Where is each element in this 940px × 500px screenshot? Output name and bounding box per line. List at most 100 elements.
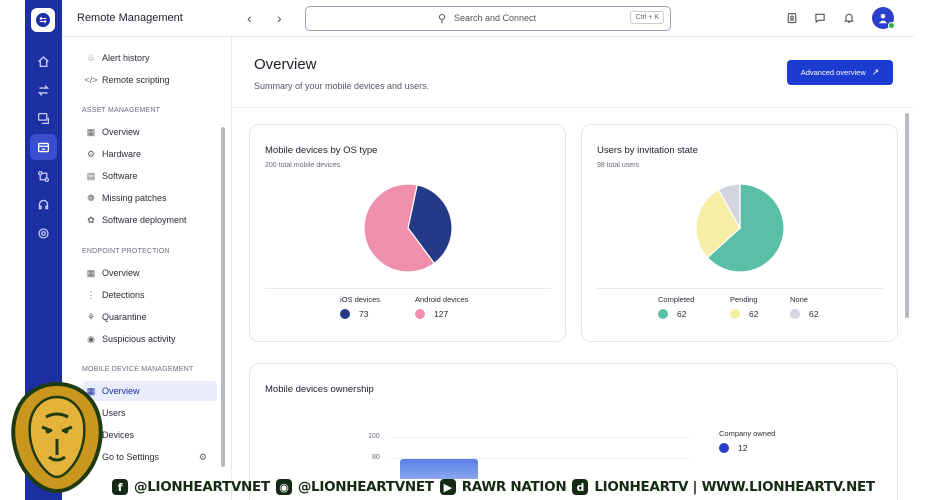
notifications-bell-icon[interactable] bbox=[842, 11, 856, 25]
sidebar-item-label: Remote scripting bbox=[102, 75, 170, 85]
y-tick-label: 100 bbox=[368, 433, 380, 440]
sidebar-item-label: Software bbox=[102, 171, 138, 181]
quarantine-icon: ⚘ bbox=[86, 311, 96, 322]
sidebar-item-label: Alert history bbox=[102, 53, 150, 63]
chat-icon[interactable] bbox=[813, 11, 827, 25]
lion-logo-watermark bbox=[11, 381, 103, 493]
settings-gear-icon: ⚙ bbox=[198, 451, 207, 462]
watermark-handle: LIONHEARTV | WWW.LIONHEARTV.NET bbox=[594, 479, 875, 495]
card-subtitle: 98 total users bbox=[597, 162, 640, 169]
watermark-handles-strip: f @LIONHEARTVNET ◉ @LIONHEARTVNET ▶ RAWR… bbox=[112, 476, 875, 498]
legend-label-company-owned: Company owned bbox=[719, 429, 776, 438]
search-placeholder: Search and Connect bbox=[454, 13, 537, 23]
sidebar-item-label: Missing patches bbox=[102, 193, 167, 203]
legend-value-android: 127 bbox=[434, 309, 449, 319]
pie-slice-pending bbox=[695, 188, 741, 259]
home-icon[interactable] bbox=[30, 48, 57, 74]
legend-dot-company-owned bbox=[719, 443, 729, 453]
facebook-icon: f bbox=[112, 479, 128, 495]
sidebar-item-label: Overview bbox=[102, 268, 140, 278]
legend-value-completed: 62 bbox=[677, 309, 687, 319]
sidebar-item-endpoint-overview[interactable]: ▦ Overview bbox=[82, 263, 217, 283]
pie-slice-android bbox=[363, 183, 436, 273]
activity-icon: ◉ bbox=[87, 333, 95, 344]
code-icon: </> bbox=[84, 75, 98, 85]
legend-none: None 62 bbox=[790, 295, 818, 319]
watermark-handle: @LIONHEARTVNET bbox=[134, 479, 270, 495]
sidebar-item-label: Overview bbox=[102, 127, 140, 137]
transfer-icon[interactable] bbox=[30, 77, 57, 103]
y-tick-label: 80 bbox=[372, 454, 380, 461]
sidebar-item-software-deployment[interactable]: ✿ Software deployment bbox=[82, 210, 217, 230]
sidebar-item-quarantine[interactable]: ⚘ Quarantine bbox=[82, 307, 217, 327]
remote-management-icon[interactable] bbox=[30, 134, 57, 160]
sidebar-item-detections[interactable]: ⋮ Detections bbox=[82, 285, 217, 305]
card-title: Mobile devices by OS type bbox=[265, 145, 378, 156]
section-heading-mobile-device-management: MOBILE DEVICE MANAGEMENT bbox=[82, 366, 194, 373]
sidebar-scrollbar[interactable] bbox=[221, 127, 225, 467]
sidebar-item-label: Overview bbox=[102, 386, 140, 396]
app-title: Remote Management bbox=[77, 12, 183, 24]
legend-label-none: None bbox=[790, 295, 808, 304]
integrations-icon[interactable] bbox=[30, 163, 57, 189]
deploy-icon: ✿ bbox=[87, 214, 95, 225]
teamviewer-logo-icon[interactable] bbox=[31, 8, 55, 32]
contacts-icon[interactable] bbox=[785, 11, 799, 25]
bell-icon: ♧ bbox=[86, 52, 96, 63]
legend-dot-none bbox=[790, 309, 800, 319]
grid-line bbox=[390, 437, 690, 438]
advanced-overview-button[interactable]: Advanced overview ↗ bbox=[787, 60, 893, 85]
pie-slice-completed bbox=[706, 183, 785, 273]
legend-pending: Pending 62 bbox=[730, 295, 758, 319]
online-status-dot bbox=[888, 22, 895, 29]
forward-arrow-icon[interactable]: › bbox=[277, 10, 282, 26]
settings-link-label: Go to Settings bbox=[102, 452, 160, 462]
sidebar-item-label: Hardware bbox=[102, 149, 142, 159]
sidebar-item-label: Suspicious activity bbox=[102, 334, 176, 344]
page-subtitle: Summary of your mobile devices and users… bbox=[254, 81, 430, 91]
grid-icon: ▦ bbox=[86, 385, 96, 396]
sidebar-item-missing-patches[interactable]: ❁ Missing patches bbox=[82, 188, 217, 208]
back-arrow-icon[interactable]: ‹ bbox=[247, 10, 252, 26]
sidebar-item-label: Quarantine bbox=[102, 312, 147, 322]
grid-icon: ▦ bbox=[86, 267, 96, 278]
search-input[interactable]: ⚲ Search and Connect Ctrl + K bbox=[305, 6, 671, 31]
folder-icon: ▤ bbox=[86, 170, 96, 181]
legend-label-android: Android devices bbox=[415, 295, 469, 304]
patch-icon: ❁ bbox=[87, 192, 95, 203]
sidebar-item-asset-overview[interactable]: ▦ Overview bbox=[82, 122, 217, 142]
os-type-pie-chart bbox=[363, 183, 453, 273]
invitation-state-card: Users by invitation state 98 total users… bbox=[581, 124, 898, 342]
search-shortcut-hint: Ctrl + K bbox=[630, 11, 664, 24]
sidebar-item-alert-history[interactable]: ♧ Alert history bbox=[82, 48, 217, 68]
card-title: Users by invitation state bbox=[597, 145, 698, 156]
sidebar-item-software[interactable]: ▤ Software bbox=[82, 166, 217, 186]
grid-line bbox=[390, 458, 690, 459]
settings-cog-icon[interactable] bbox=[30, 220, 57, 246]
sidebar-item-mdm-overview[interactable]: ▦ Overview bbox=[82, 381, 217, 401]
sidebar-item-suspicious-activity[interactable]: ◉ Suspicious activity bbox=[82, 329, 217, 349]
section-heading-endpoint-protection: ENDPOINT PROTECTION bbox=[82, 248, 170, 255]
sidebar-item-label: Users bbox=[102, 408, 126, 418]
main-content: Overview Summary of your mobile devices … bbox=[233, 37, 914, 500]
pie-slice-ios bbox=[407, 184, 453, 265]
card-divider bbox=[265, 288, 551, 289]
support-headset-icon[interactable] bbox=[30, 191, 57, 217]
watermark-handle: @LIONHEARTVNET bbox=[297, 479, 434, 495]
sidebar-item-remote-scripting[interactable]: </> Remote scripting bbox=[82, 70, 217, 90]
grid-icon: ▦ bbox=[86, 126, 96, 137]
legend-dot-pending bbox=[730, 309, 740, 319]
card-subtitle: 200 total mobile devices bbox=[265, 162, 341, 169]
sidebar-item-hardware[interactable]: ⚙ Hardware bbox=[82, 144, 217, 164]
invitation-state-pie-chart bbox=[695, 183, 785, 273]
legend-dot-android bbox=[415, 309, 425, 319]
remote-screen-icon[interactable] bbox=[30, 105, 57, 131]
pie-slice-none bbox=[717, 183, 741, 231]
os-type-card: Mobile devices by OS type 200 total mobi… bbox=[249, 124, 566, 342]
legend-value-company-owned: 12 bbox=[738, 443, 748, 453]
main-scrollbar[interactable] bbox=[905, 113, 909, 318]
legend-completed: Completed 62 bbox=[658, 295, 694, 319]
legend-dot-ios bbox=[340, 309, 350, 319]
top-bar: Remote Management ‹ › ⚲ Search and Conne… bbox=[62, 0, 914, 37]
alert-icon: ⋮ bbox=[86, 289, 96, 300]
